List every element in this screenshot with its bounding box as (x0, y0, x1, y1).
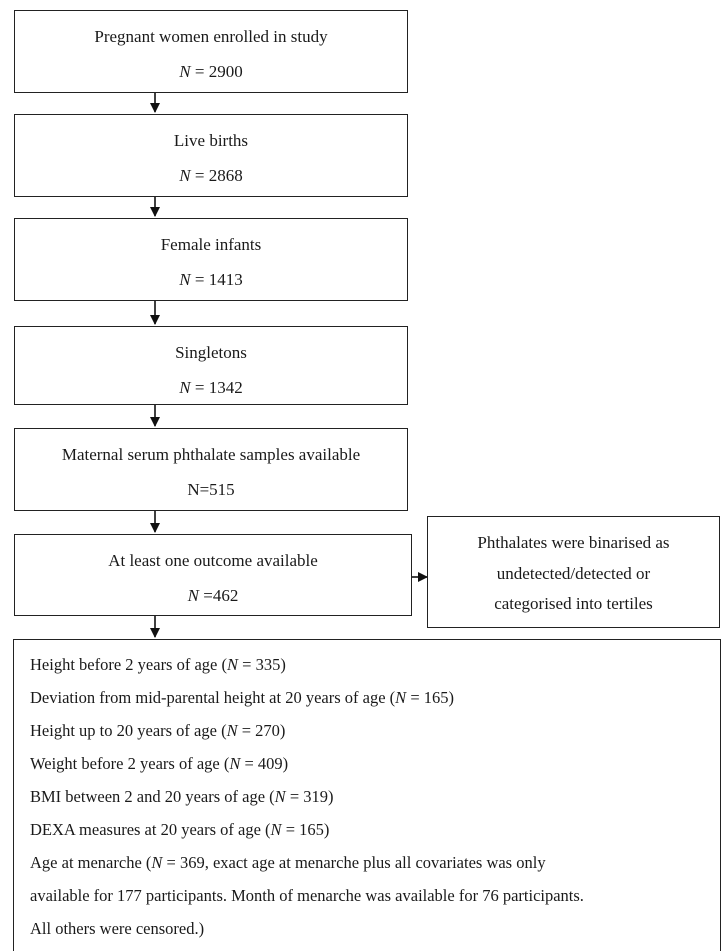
box-label: Maternal serum phthalate samples availab… (61, 445, 361, 464)
outcome-row: BMI between 2 and 20 years of age (N = 3… (30, 787, 334, 806)
side-note-line: Phthalates were binarised as (477, 533, 670, 552)
box-count: N =462 (187, 586, 239, 605)
outcome-row: Age at menarche (N = 369, exact age at m… (30, 853, 546, 872)
flow-box-phthalate-samples: Maternal serum phthalate samples availab… (14, 428, 408, 511)
box-label: Live births (173, 131, 249, 150)
outcome-row: Deviation from mid-parental height at 20… (30, 688, 454, 707)
box-count: N = 2868 (179, 166, 243, 185)
outcome-row: available for 177 participants. Month of… (30, 886, 584, 905)
box-count: N = 2900 (179, 62, 243, 81)
side-note-box: Phthalates were binarised as undetected/… (427, 516, 720, 628)
box-label: Singletons (175, 343, 247, 362)
side-note-line: categorised into tertiles (494, 594, 653, 613)
flow-box-female-infants: Female infants N = 1413 (14, 218, 408, 301)
box-count: N=515 (187, 480, 235, 499)
flow-box-outcome-available: At least one outcome available N =462 (14, 534, 412, 616)
box-count: N = 1342 (179, 378, 243, 397)
box-label: Female infants (160, 235, 262, 254)
outcome-row: DEXA measures at 20 years of age (N = 16… (30, 820, 330, 839)
outcome-row: All others were censored.) (30, 919, 205, 938)
box-label: Pregnant women enrolled in study (94, 27, 328, 46)
outcome-row: Weight before 2 years of age (N = 409) (30, 754, 289, 773)
flow-box-enrolled: Pregnant women enrolled in study N = 290… (14, 10, 408, 93)
outcomes-box: Height before 2 years of age (N = 335) D… (13, 639, 721, 951)
outcome-row: Height before 2 years of age (N = 335) (30, 655, 286, 674)
flow-box-live-births: Live births N = 2868 (14, 114, 408, 197)
box-label: At least one outcome available (108, 551, 318, 570)
box-count: N = 1413 (179, 270, 243, 289)
outcome-row: Height up to 20 years of age (N = 270) (30, 721, 286, 740)
side-note-line: undetected/detected or (496, 564, 651, 583)
flow-box-singletons: Singletons N = 1342 (14, 326, 408, 405)
